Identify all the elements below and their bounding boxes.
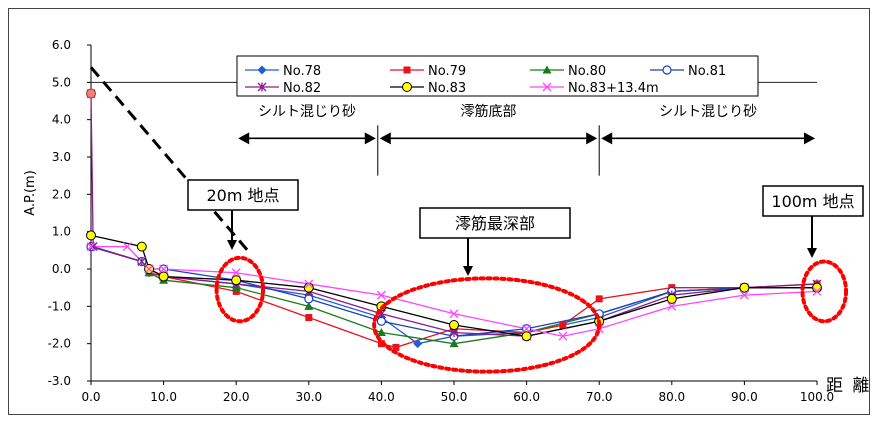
data-point xyxy=(159,264,169,274)
data-point xyxy=(666,293,677,304)
y-axis-label: A.P.(m) xyxy=(23,170,38,216)
data-point xyxy=(86,242,96,252)
data-point xyxy=(257,82,267,92)
callout-arrow-head xyxy=(463,266,473,276)
data-point xyxy=(739,282,750,293)
x-tick-label: 0.0 xyxy=(81,390,100,404)
x-tick-label: 70.0 xyxy=(586,390,613,404)
data-point xyxy=(144,264,154,274)
legend-entry-label: No.82 xyxy=(283,81,321,96)
data-point xyxy=(559,321,567,329)
data-point xyxy=(739,290,749,300)
data-point xyxy=(304,294,314,304)
zone-label: シルト混じり砂 xyxy=(258,104,356,120)
data-point xyxy=(449,309,459,319)
data-point xyxy=(304,301,314,310)
data-point xyxy=(542,65,552,74)
data-point xyxy=(521,331,532,342)
callout-label: 100m 地点 xyxy=(771,192,854,211)
data-point xyxy=(257,65,267,75)
data-point xyxy=(812,286,822,296)
legend-entry-label: No.79 xyxy=(428,64,466,79)
data-point xyxy=(449,320,459,330)
legend-entry-label: No.81 xyxy=(688,64,726,79)
y-tick-label: 0.0 xyxy=(52,262,71,276)
highlight-ellipse xyxy=(214,255,266,324)
data-point xyxy=(403,66,411,74)
data-point xyxy=(231,275,242,286)
data-point xyxy=(392,343,400,351)
data-point xyxy=(662,65,672,75)
zone-arrow-head-left xyxy=(379,132,391,145)
callout-box xyxy=(187,179,299,211)
x-tick-label: 60.0 xyxy=(513,390,540,404)
data-point xyxy=(413,339,423,349)
zone-arrow-head-right xyxy=(364,132,376,145)
legend-entry-label: No.83 xyxy=(428,81,466,96)
y-tick-label: -1.0 xyxy=(48,299,71,313)
data-point xyxy=(376,316,386,326)
callout-arrow-head xyxy=(227,240,237,250)
x-tick-label: 80.0 xyxy=(658,390,685,404)
x-tick-label: 100.0 xyxy=(800,390,834,404)
dashed-slope-line xyxy=(89,66,252,256)
data-point xyxy=(86,230,96,241)
data-point xyxy=(231,268,241,278)
highlight-ellipse xyxy=(800,259,849,324)
zone-arrow-head-right xyxy=(804,132,815,145)
callout-label: 澪筋最深部 xyxy=(455,214,535,233)
zone-label: シルト混じり砂 xyxy=(659,104,757,120)
x-tick-label: 90.0 xyxy=(731,390,758,404)
data-point xyxy=(542,82,552,92)
zone-arrow-head-left xyxy=(238,132,250,145)
data-point xyxy=(304,279,314,289)
x-tick-label: 40.0 xyxy=(368,390,395,404)
data-point xyxy=(376,290,386,300)
y-tick-label: 2.0 xyxy=(52,187,71,201)
legend-box xyxy=(236,55,759,97)
x-tick-label: 50.0 xyxy=(441,390,468,404)
y-tick-label: 4.0 xyxy=(52,113,71,127)
data-point xyxy=(158,271,169,282)
data-point xyxy=(558,331,568,341)
highlight-ellipse xyxy=(372,276,602,374)
callout-box xyxy=(419,207,571,239)
data-point xyxy=(305,314,313,322)
x-tick-label: 10.0 xyxy=(150,390,177,404)
series-markers xyxy=(86,242,822,341)
legend-entry-label: No.80 xyxy=(568,64,606,79)
y-tick-label: 5.0 xyxy=(52,75,71,89)
data-point xyxy=(667,301,677,311)
data-point xyxy=(122,242,132,252)
series-markers xyxy=(86,230,822,342)
callout-label: 20m 地点 xyxy=(206,186,279,205)
zone-arrow-head-right xyxy=(586,132,598,145)
y-tick-label: 6.0 xyxy=(52,38,71,52)
data-point xyxy=(136,241,147,252)
legend-entry-label: No.83+13.4m xyxy=(568,81,659,96)
data-point xyxy=(595,295,603,303)
data-point xyxy=(376,327,386,336)
zone-label: 澪筋底部 xyxy=(460,103,516,120)
top-point-highlight xyxy=(86,88,96,99)
legend: No.78 No.79 No.80 No.81 No.82 No.83 No.83+13.4… xyxy=(236,55,759,97)
y-tick-label: 3.0 xyxy=(52,150,71,164)
y-tick-label: -3.0 xyxy=(48,374,71,388)
data-point xyxy=(522,324,532,334)
x-tick-label: 20.0 xyxy=(223,390,250,404)
data-point xyxy=(137,257,147,267)
y-tick-label: -2.0 xyxy=(48,337,71,351)
legend-entry-label: No.78 xyxy=(283,64,321,79)
x-tick-label: 30.0 xyxy=(295,390,322,404)
zone-arrow-head-left xyxy=(601,132,613,145)
callout-arrow-head xyxy=(807,248,817,258)
data-point xyxy=(449,339,459,348)
data-point xyxy=(402,82,412,92)
x-axis-label: 距 離 xyxy=(826,376,871,396)
y-tick-label: 1.0 xyxy=(52,225,71,239)
data-point xyxy=(232,287,240,295)
